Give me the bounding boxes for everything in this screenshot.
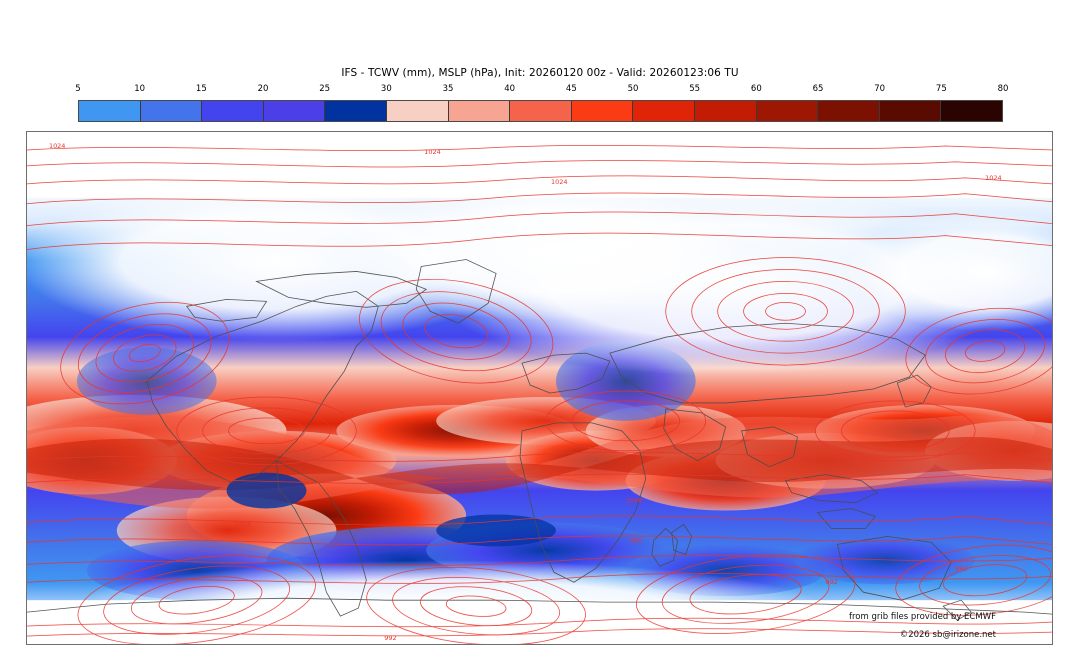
colorbar-tick: 20 xyxy=(257,84,269,94)
colorbar-segment xyxy=(633,101,695,121)
colorbar-tick: 80 xyxy=(997,84,1009,94)
isobar-label: 992 xyxy=(630,536,642,544)
colorbar-tick: 75 xyxy=(935,84,947,94)
colorbar-segment xyxy=(510,101,572,121)
isobar-label: 1024 xyxy=(985,174,1001,182)
copyright-note: ©2026 sb@irizone.net xyxy=(899,630,996,640)
colorbar-segment xyxy=(140,101,203,121)
isobar-label: 1024 xyxy=(424,148,440,156)
colorbar-segment xyxy=(756,101,819,121)
isobar-label: 992 xyxy=(825,578,837,586)
colorbar-tick-labels: 5 10 15 20 25 30 35 40 45 50 55 60 65 70 75 80 xyxy=(75,84,1008,96)
colorbar-segments xyxy=(78,100,1003,122)
colorbar-tick: 60 xyxy=(750,84,762,94)
chart-title: IFS - TCWV (mm), MSLP (hPa), Init: 20260… xyxy=(341,67,739,79)
isobar-label: 1008 xyxy=(235,520,251,528)
isobar-label: 1008 xyxy=(626,497,642,505)
data-source-note: from grib files provided by ECMWF xyxy=(849,612,996,622)
colorbar-segment xyxy=(79,101,141,121)
colorbar-tick: 45 xyxy=(565,84,577,94)
colorbar-tick: 30 xyxy=(380,84,392,94)
colorbar-segment xyxy=(941,101,1002,121)
isobar-label: 1024 xyxy=(49,142,65,150)
colorbar-segment xyxy=(386,101,449,121)
tcwv-polar-dry xyxy=(27,132,1052,644)
colorbar-segment xyxy=(325,101,387,121)
mslp-isobars xyxy=(27,145,1052,644)
colorbar-segment xyxy=(448,101,511,121)
colorbar-tick: 50 xyxy=(627,84,639,94)
colorbar-tick: 35 xyxy=(442,84,454,94)
colorbar-tick: 10 xyxy=(134,84,146,94)
colorbar-segment xyxy=(818,101,880,121)
colorbar-tick: 15 xyxy=(195,84,207,94)
map-svg: 1024 1024 1024 1024 1008 1008 992 992 99… xyxy=(27,132,1052,644)
colorbar-segment xyxy=(694,101,757,121)
coastlines xyxy=(27,259,1052,621)
map-canvas: 1024 1024 1024 1024 1008 1008 992 992 99… xyxy=(27,132,1052,644)
isobar-labels: 1024 1024 1024 1024 1008 1008 992 992 99… xyxy=(49,142,1002,642)
isobar-label: 992 xyxy=(384,634,396,642)
colorbar-tick: 40 xyxy=(504,84,516,94)
colorbar-tick: 55 xyxy=(689,84,701,94)
isobar-label: 992 xyxy=(955,564,967,572)
colorbar-tick: 65 xyxy=(812,84,824,94)
isobar-label: 1024 xyxy=(551,178,567,186)
colorbar-tick: 5 xyxy=(75,84,81,94)
colorbar-tick: 70 xyxy=(874,84,886,94)
colorbar xyxy=(78,100,1003,122)
tcwv-moist-features xyxy=(27,394,1052,565)
colorbar-segment xyxy=(202,101,264,121)
colorbar-segment xyxy=(263,101,326,121)
map-panel: 1024 1024 1024 1024 1008 1008 992 992 99… xyxy=(26,131,1053,645)
colorbar-segment xyxy=(879,101,942,121)
colorbar-segment xyxy=(571,101,634,121)
colorbar-tick: 25 xyxy=(319,84,331,94)
